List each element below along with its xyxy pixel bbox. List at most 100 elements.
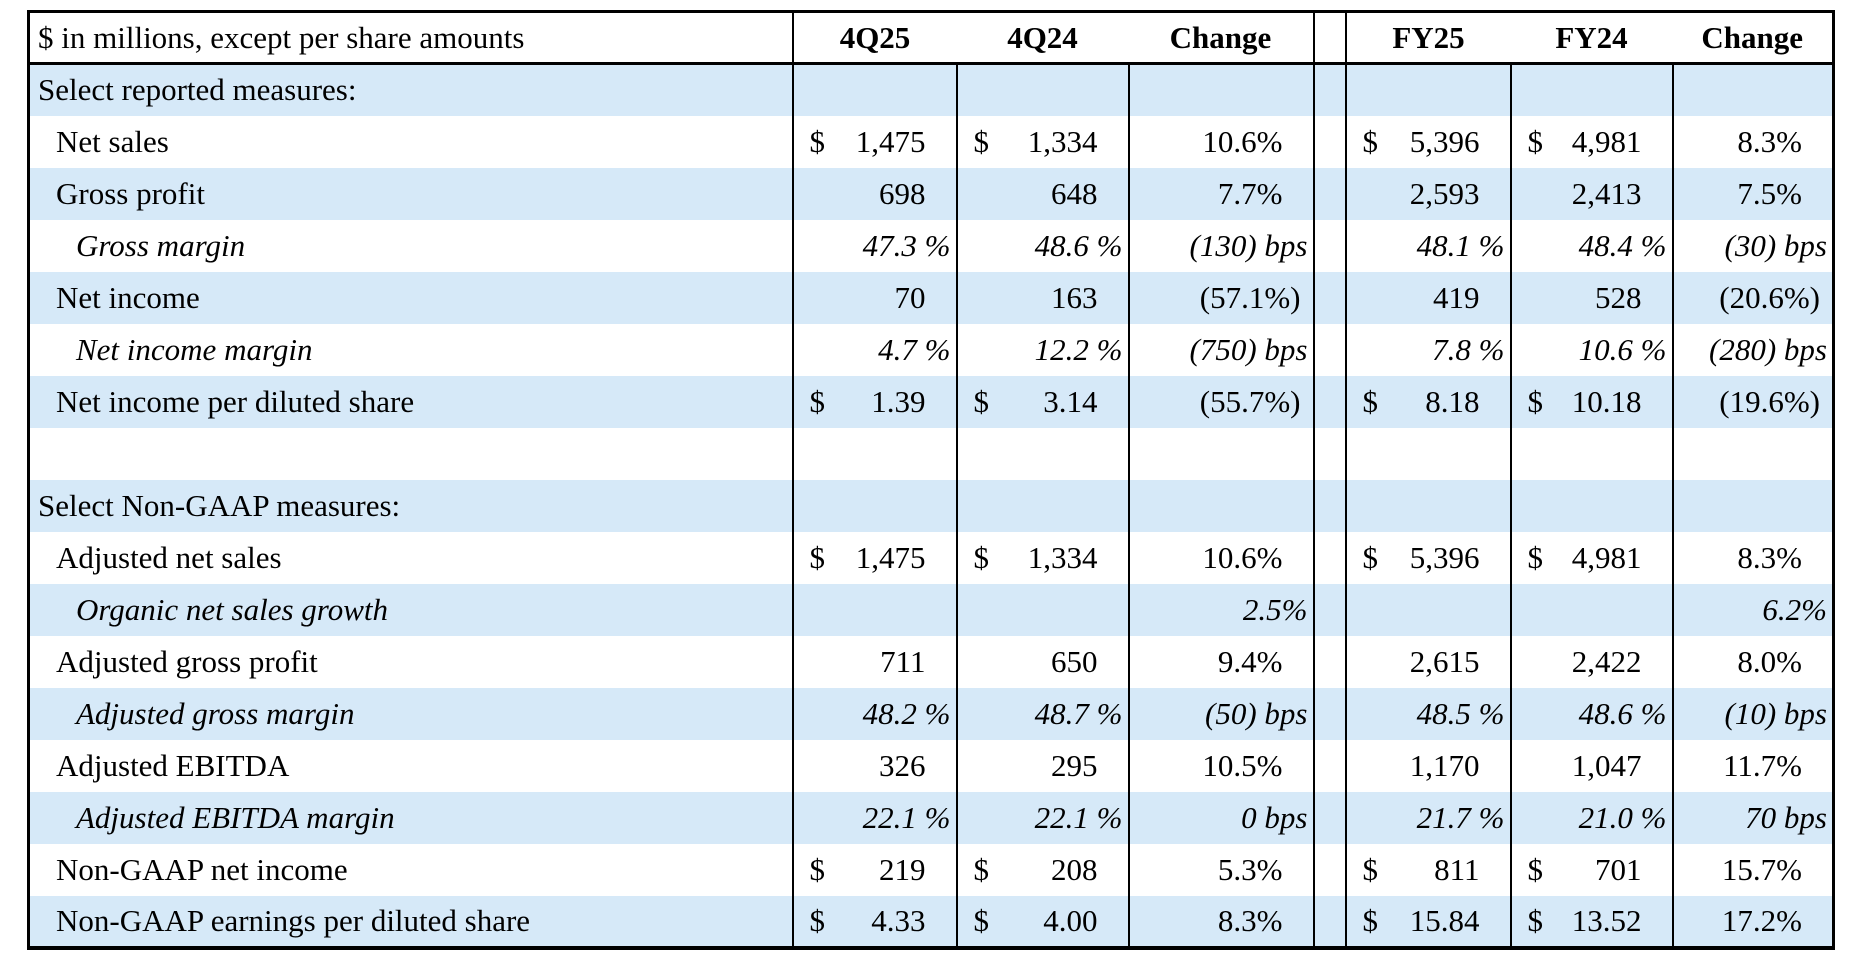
- row-label: Adjusted EBITDA: [56, 747, 290, 783]
- cell-change-fiscal-year: (30) bps: [1671, 219, 1834, 272]
- dollar-sign: $: [1362, 902, 1379, 938]
- cell-4q24: $3.14: [955, 375, 1129, 428]
- table-header-row: $ in millions, except per share amounts …: [28, 11, 1834, 65]
- row-label: Gross margin: [76, 227, 246, 263]
- table-row: Non-GAAP earnings per diluted share $4.33…: [28, 895, 1834, 948]
- row-label: Adjusted EBITDA margin: [76, 799, 395, 835]
- cell-4q24: 48.6 %: [955, 219, 1129, 272]
- cell-fy25: 2,615: [1344, 635, 1511, 688]
- cell-4q25: [791, 479, 957, 532]
- dollar-sign: $: [809, 539, 826, 575]
- cell-4q25: $1.39: [791, 375, 957, 428]
- amount-value: 208: [1051, 851, 1098, 887]
- dollar-sign: $: [809, 383, 826, 419]
- cell-4q24: $208: [955, 843, 1129, 896]
- cell-change-fiscal-year: 70 bps: [1671, 791, 1834, 844]
- table-row: Adjusted gross margin 48.2 % 48.7 % (50) bp…: [28, 687, 1834, 740]
- cell-fy24: 2,422: [1509, 635, 1673, 688]
- cell-fy24: 2,413: [1509, 167, 1673, 220]
- dollar-sign: $: [1527, 383, 1544, 419]
- cell-change-fiscal-year: 15.7%: [1671, 843, 1834, 896]
- amount-value: 3.14: [1043, 383, 1098, 419]
- col-header-fy25: FY25: [1345, 11, 1511, 65]
- cell-change-fiscal-year: (19.6%): [1671, 375, 1834, 428]
- gap-column-cell: [1312, 531, 1346, 584]
- cell-fy25: [1344, 583, 1511, 636]
- cell-fy25: [1344, 63, 1511, 116]
- spacer-row: [29, 427, 1834, 480]
- gap-column-cell: [1312, 895, 1346, 948]
- row-label: Net income: [56, 279, 200, 315]
- section-header-row: Select reported measures:: [28, 63, 1834, 116]
- cell-4q24: 295: [955, 739, 1129, 792]
- col-header-change-quarter: Change: [1128, 11, 1314, 65]
- cell-4q24: 163: [955, 271, 1129, 324]
- cell-fy24: 48.4 %: [1509, 219, 1673, 272]
- dollar-sign: $: [973, 123, 990, 159]
- amount-value: 1,475: [855, 123, 926, 159]
- col-header-4q25: 4Q25: [792, 11, 957, 65]
- col-header-change-fiscal-year: Change: [1672, 11, 1834, 65]
- dollar-sign: $: [809, 123, 826, 159]
- cell-change-fiscal-year: 8.0%: [1671, 635, 1834, 688]
- cell-fy25: 48.1 %: [1344, 219, 1511, 272]
- cell-4q25: 698: [791, 167, 957, 220]
- amount-value: 4,981: [1571, 123, 1642, 159]
- table-row: Adjusted net sales $1,475 $1,334 10.6% $5,39…: [29, 531, 1834, 584]
- amount-value: 1,334: [1027, 123, 1098, 159]
- cell-change-quarter: [1127, 427, 1314, 480]
- cell-fy25: $8.18: [1344, 375, 1511, 428]
- cell-change-fiscal-year: 8.3%: [1671, 531, 1834, 584]
- cell-fy24: [1509, 63, 1673, 116]
- table-row: Net income 70 163 (57.1%) 419 528 (20.6%): [28, 271, 1834, 324]
- cell-fy24: 21.0 %: [1509, 791, 1673, 844]
- cell-fy24: 1,047: [1509, 739, 1673, 792]
- dollar-sign: $: [973, 902, 990, 938]
- cell-4q25: [791, 63, 957, 116]
- amount-value: 8.18: [1425, 383, 1480, 419]
- cell-4q25: $219: [791, 843, 957, 896]
- cell-4q24: 12.2 %: [955, 323, 1129, 376]
- table-row: Non-GAAP net income $219 $208 5.3% $811 $701 1…: [29, 843, 1834, 896]
- cell-fy24: $701: [1509, 843, 1673, 896]
- cell-4q25: $1,475: [791, 531, 957, 584]
- table-row: Net income per diluted share $1.39 $3.14 (5…: [28, 375, 1834, 428]
- amount-value: 10.18: [1571, 383, 1642, 419]
- section-header-row: Select Non-GAAP measures:: [28, 479, 1834, 532]
- cell-4q25: [791, 583, 957, 636]
- dollar-sign: $: [1527, 539, 1544, 575]
- dollar-sign: $: [1527, 123, 1544, 159]
- gap-column-cell: [1312, 219, 1346, 272]
- cell-change-quarter: [1127, 63, 1314, 116]
- table-row: Adjusted gross profit 711 650 9.4% 2,615 2,42…: [29, 635, 1834, 688]
- section-label: Select Non-GAAP measures:: [38, 487, 401, 523]
- gap-column-cell: [1312, 323, 1346, 376]
- cell-change-quarter: (55.7%): [1127, 375, 1314, 428]
- cell-fy25: $5,396: [1344, 531, 1511, 584]
- row-label: Net income margin: [76, 331, 313, 367]
- cell-4q24: $4.00: [955, 895, 1129, 948]
- gap-column-cell: [1312, 739, 1346, 792]
- financial-summary-page: $ in millions, except per share amounts …: [27, 10, 1835, 950]
- cell-fy24: $13.52: [1509, 895, 1673, 948]
- cell-4q24: [955, 583, 1129, 636]
- gap-column-cell: [1312, 271, 1346, 324]
- row-label: Net sales: [56, 123, 169, 159]
- cell-change-quarter: 10.6%: [1127, 531, 1314, 584]
- cell-4q25: 47.3 %: [791, 219, 957, 272]
- cell-change-fiscal-year: (20.6%): [1671, 271, 1834, 324]
- cell-fy24: [1509, 479, 1673, 532]
- gap-column-cell: [1312, 63, 1346, 116]
- dollar-sign: $: [1362, 383, 1379, 419]
- amount-value: 4,981: [1571, 539, 1642, 575]
- financial-summary-table: $ in millions, except per share amounts …: [27, 10, 1835, 950]
- col-header-4q24: 4Q24: [956, 11, 1129, 65]
- cell-change-quarter: (750) bps: [1127, 323, 1314, 376]
- amount-value: 4.00: [1043, 902, 1098, 938]
- unit-note: $ in millions, except per share amounts: [28, 11, 794, 65]
- row-label: Gross profit: [56, 175, 205, 211]
- cell-4q24: 648: [955, 167, 1129, 220]
- table-row: Gross profit 698 648 7.7% 2,593 2,413 7.5%: [28, 167, 1834, 220]
- dollar-sign: $: [1362, 851, 1379, 887]
- cell-change-fiscal-year: [1671, 427, 1834, 480]
